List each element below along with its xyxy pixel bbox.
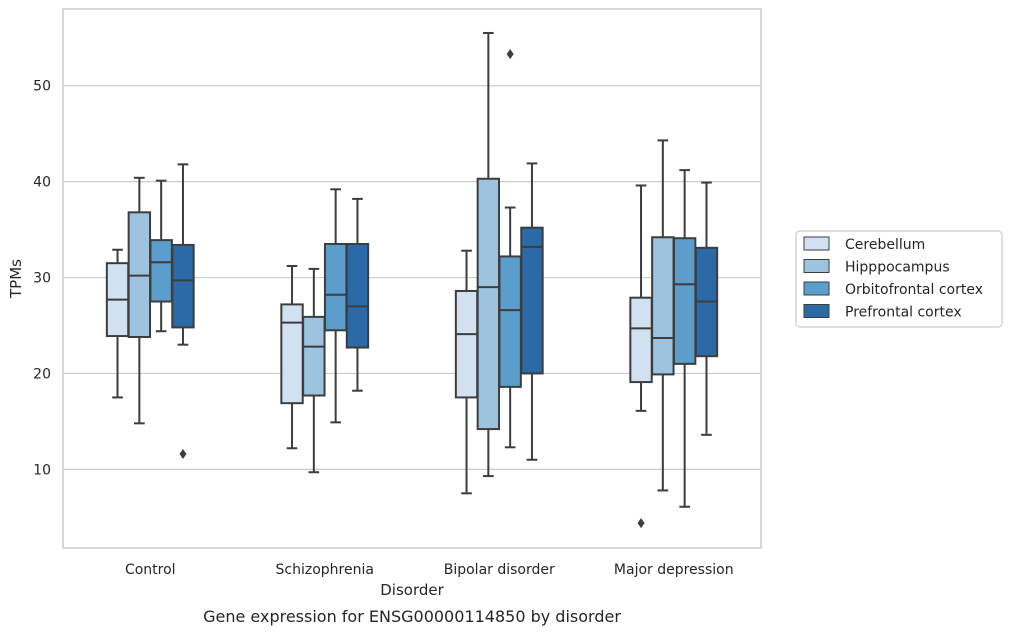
legend-swatch	[803, 304, 830, 318]
legend: Cerebellum Hipppocampus Orbitofrontal cort…	[795, 230, 1003, 328]
y-tick-label: 30	[33, 271, 51, 287]
x-axis-ticks: Control Schizophrenia Bipolar disorder Majo…	[125, 562, 734, 578]
legend-swatch	[803, 281, 830, 296]
legend-label: Hipppocampus	[845, 260, 950, 276]
box-0-1	[280, 265, 304, 450]
y-axis-label: TPMs	[7, 259, 25, 299]
x-tick-label: Bipolar disorder	[444, 562, 555, 578]
x-tick-label: Control	[125, 562, 176, 578]
box-iqr	[498, 255, 522, 388]
box-iqr	[323, 242, 348, 332]
box-iqr	[149, 239, 173, 303]
box-iqr	[672, 237, 697, 365]
box-0-3	[629, 184, 653, 529]
x-axis-label: Disorder	[380, 581, 444, 599]
y-tick-label: 20	[33, 366, 51, 382]
box-0-0	[105, 248, 130, 399]
box-series-group	[105, 31, 719, 529]
outlier-point	[637, 518, 645, 529]
box-2-0	[149, 179, 173, 333]
box-iqr	[302, 315, 326, 397]
box-iqr	[520, 226, 544, 375]
y-tick-label: 50	[33, 79, 51, 95]
y-axis-ticks: 10 20 30 40 50	[33, 79, 51, 479]
box-3-2	[520, 162, 544, 461]
box-1-2	[476, 31, 501, 478]
box-iqr	[651, 236, 675, 376]
box-1-1	[302, 267, 326, 474]
box-iqr	[171, 243, 195, 329]
legend-label: Cerebellum	[845, 237, 925, 253]
outlier-point	[506, 49, 514, 60]
box-2-2	[498, 49, 522, 449]
chart-caption: Gene expression for ENSG00000114850 by d…	[203, 607, 621, 626]
box-3-3	[694, 181, 719, 436]
box-iqr	[345, 242, 370, 349]
box-1-0	[127, 176, 152, 425]
box-3-0	[171, 163, 195, 460]
box-2-3	[672, 169, 697, 508]
box-3-1	[345, 197, 370, 392]
legend-label: Prefrontal cortex	[845, 305, 962, 321]
box-iqr	[454, 289, 479, 399]
x-tick-label: Major depression	[614, 562, 734, 578]
legend-swatch	[803, 236, 830, 251]
legend-frame	[795, 230, 1003, 328]
box-iqr	[280, 303, 304, 405]
box-iqr	[629, 296, 653, 384]
legend-label: Orbitofrontal cortex	[845, 282, 983, 298]
legend-swatch	[803, 259, 830, 273]
box-1-3	[651, 139, 675, 492]
box-0-2	[454, 249, 479, 495]
box-2-1	[323, 188, 348, 424]
box-iqr	[476, 177, 501, 431]
y-tick-label: 40	[33, 175, 51, 191]
y-tick-label: 10	[33, 462, 51, 478]
x-tick-label: Schizophrenia	[276, 562, 374, 578]
plot-area-frame	[62, 8, 762, 549]
outlier-point	[179, 449, 187, 460]
